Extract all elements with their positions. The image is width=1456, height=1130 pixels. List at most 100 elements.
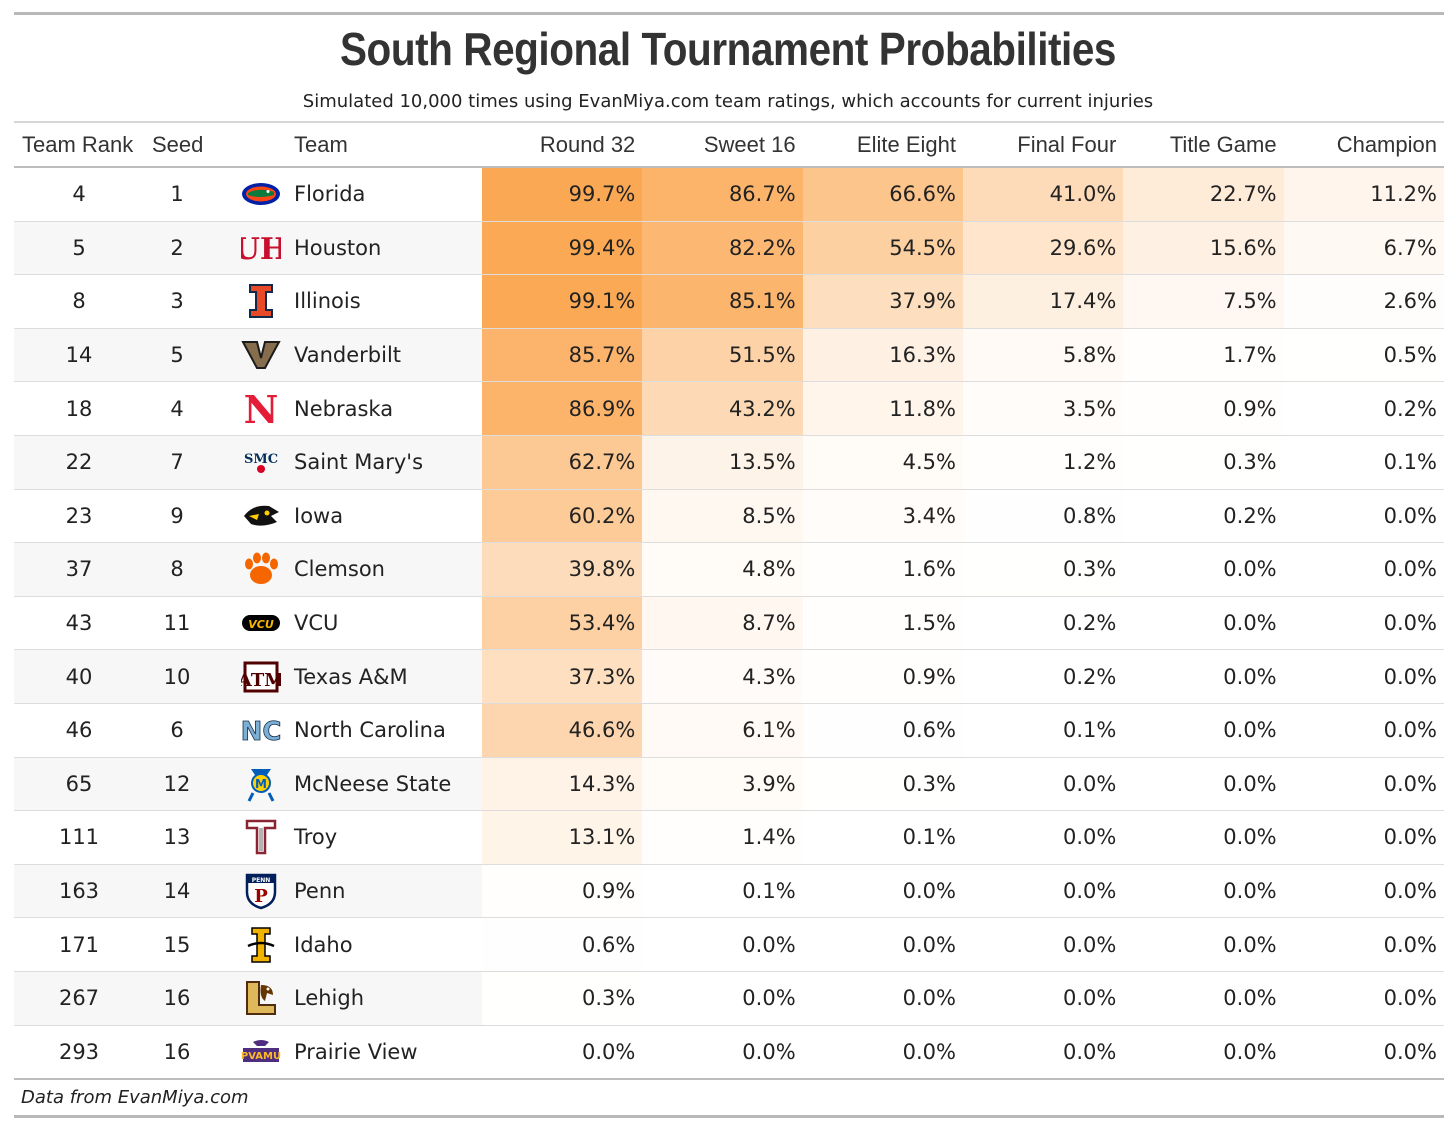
probability-cell: 0.0%: [1123, 757, 1284, 811]
probability-cell: 82.2%: [642, 221, 803, 275]
team-rank-cell: 37: [65, 557, 93, 582]
probability-cell: 3.5%: [962, 382, 1124, 435]
probability-cell: 86.7%: [642, 168, 803, 221]
probability-cell: 8.5%: [642, 489, 803, 543]
mcneese-cowboy-logo-icon: M: [241, 767, 281, 802]
team-name-cell: Idaho: [294, 932, 353, 957]
team-name-cell: Clemson: [294, 557, 385, 582]
probability-cell: 0.3%: [482, 971, 643, 1025]
seed-cell: 6: [170, 718, 184, 743]
probability-cell: 0.1%: [802, 811, 963, 864]
team-logo-cell: [238, 811, 284, 864]
team-rank-cell: 22: [65, 450, 93, 475]
seed-cell: 13: [163, 825, 191, 850]
probability-cell: 17.4%: [962, 275, 1124, 328]
table-row: 14 5 Vanderbilt 85.7% 51.5% 16.3% 5.8% 1.7% 0.5%: [14, 328, 1444, 383]
team-rank-cell: 23: [65, 503, 93, 528]
probability-cell: 0.0%: [1123, 703, 1284, 757]
probability-cell: 0.0%: [1283, 971, 1444, 1025]
seed-cell: 1: [170, 182, 184, 207]
table-row: 4 1 Florida 99.7% 86.7% 66.6% 41.0% 22.7% 11.2%: [14, 168, 1444, 222]
probability-cell: 66.6%: [802, 168, 963, 221]
probability-cell: 0.6%: [802, 703, 963, 757]
table-row: 111 13 Troy 13.1% 1.4% 0.1% 0.0% 0.0% 0.0%: [14, 811, 1444, 865]
team-logo-cell: [238, 972, 284, 1025]
probability-cell: 4.8%: [642, 543, 803, 596]
probability-cell: 0.0%: [802, 971, 963, 1025]
probability-cell: 99.1%: [482, 275, 643, 328]
probability-cell: 37.3%: [482, 650, 643, 703]
probability-cell: 37.9%: [802, 275, 963, 328]
header-top-rule: [14, 121, 1444, 123]
probability-cell: 2.6%: [1283, 275, 1444, 328]
chart-title: South Regional Tournament Probabilities: [340, 23, 1116, 75]
seed-cell: 3: [170, 289, 184, 314]
probability-cell: 0.0%: [1123, 543, 1284, 596]
probability-cell: 13.1%: [482, 811, 643, 864]
team-name-cell: North Carolina: [294, 718, 446, 743]
probability-cell: 0.3%: [962, 543, 1124, 596]
houston-uh-logo-icon: UH: [241, 231, 281, 265]
probability-cell: 15.6%: [1123, 221, 1284, 275]
table-row: 22 7 SMC Saint Mary's 62.7% 13.5% 4.5% 1.2% 0.3%…: [14, 435, 1444, 490]
seed-cell: 2: [170, 235, 184, 260]
team-name-cell: Penn: [294, 879, 346, 904]
iowa-hawkeye-logo-icon: [241, 499, 281, 533]
seed-cell: 5: [170, 343, 184, 368]
probability-cell: 0.0%: [962, 864, 1124, 918]
probability-cell: 53.4%: [482, 596, 643, 650]
seed-cell: 15: [163, 932, 191, 957]
team-logo-cell: PENN P: [238, 865, 284, 918]
florida-gator-logo-icon: [241, 177, 281, 211]
team-logo-cell: [238, 918, 284, 971]
probability-cell: 60.2%: [482, 489, 643, 543]
probability-cell: 13.5%: [642, 435, 803, 489]
team-logo-cell: [238, 275, 284, 328]
header-round-32: Round 32: [539, 132, 636, 157]
table-row: 18 4 N Nebraska 86.9% 43.2% 11.8% 3.5% 0.9% 0.2%: [14, 382, 1444, 436]
probability-cell: 0.0%: [642, 1025, 803, 1079]
probability-cell: 0.0%: [962, 918, 1124, 971]
table-bottom-rule: [14, 1078, 1444, 1080]
probability-cell: 0.0%: [802, 864, 963, 918]
probability-cell: 0.0%: [1283, 650, 1444, 703]
probability-cell: 51.5%: [642, 328, 803, 382]
header-champion: Champion: [1336, 132, 1437, 157]
team-rank-cell: 111: [58, 825, 100, 850]
probability-cell: 0.1%: [642, 864, 803, 918]
seed-cell: 7: [170, 450, 184, 475]
seed-cell: 12: [163, 771, 191, 796]
table-row: 8 3 Illinois 99.1% 85.1% 37.9% 17.4% 7.5% 2.6%: [14, 275, 1444, 329]
probability-cell: 0.2%: [1123, 489, 1284, 543]
team-name-cell: Saint Mary's: [294, 450, 424, 475]
table-row: 40 10 ATM Texas A&M 37.3% 4.3% 0.9% 0.2% 0.0% 0.0…: [14, 650, 1444, 704]
seed-cell: 4: [170, 396, 184, 421]
probability-cell: 0.0%: [1283, 864, 1444, 918]
team-name-cell: Lehigh: [294, 986, 365, 1011]
team-rank-cell: 46: [65, 718, 93, 743]
table-row: 46 6 NC North Carolina 46.6% 6.1% 0.6% 0.1% 0.0%…: [14, 703, 1444, 758]
header-seed: Seed: [152, 132, 204, 157]
probability-cell: 0.0%: [962, 757, 1124, 811]
team-name-cell: VCU: [294, 611, 339, 636]
probability-cell: 0.0%: [1123, 1025, 1284, 1079]
probability-cell: 0.0%: [642, 971, 803, 1025]
svg-text:N: N: [244, 391, 279, 427]
probability-cell: 11.2%: [1283, 168, 1444, 221]
seed-cell: 16: [163, 986, 191, 1011]
probability-cell: 0.0%: [482, 1025, 643, 1079]
probability-cell: 0.0%: [1123, 864, 1284, 918]
header-bottom-rule: [14, 166, 1444, 168]
seed-cell: 14: [163, 879, 191, 904]
svg-text:PENN: PENN: [252, 877, 271, 884]
probability-cell: 0.0%: [802, 1025, 963, 1079]
header-team: Team: [294, 132, 348, 157]
source-note: Data from EvanMiya.com: [21, 1087, 249, 1108]
svg-text:SMC: SMC: [244, 452, 278, 467]
probability-cell: 46.6%: [482, 703, 643, 757]
probability-cell: 85.7%: [482, 328, 643, 382]
team-rank-cell: 171: [58, 932, 100, 957]
probability-cell: 86.9%: [482, 382, 643, 435]
probability-cell: 29.6%: [962, 221, 1124, 275]
idaho-vandals-logo-icon: [241, 926, 281, 963]
